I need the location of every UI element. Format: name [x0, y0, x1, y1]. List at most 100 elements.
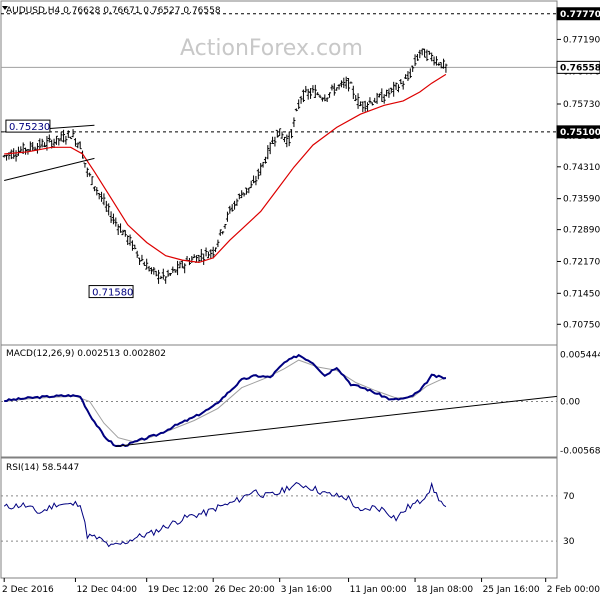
ohlc-bar	[31, 141, 35, 152]
macd-signal-line	[4, 359, 447, 443]
ohlc-bar	[43, 142, 47, 148]
rsi-panel-frame	[0, 457, 558, 579]
ohlc-bar	[109, 211, 113, 223]
ohlc-bar	[192, 254, 196, 259]
ohlc-bar	[349, 81, 353, 84]
ohlc-bar	[202, 253, 206, 265]
annotation-label-0: 0.75230	[9, 122, 50, 133]
ohlc-bar	[142, 261, 146, 266]
ohlc-bar	[73, 138, 77, 147]
ohlc-bar	[204, 247, 208, 257]
ohlc-bar	[62, 129, 66, 143]
ohlc-bar	[323, 94, 327, 102]
ohlc-bar	[5, 154, 9, 161]
ohlc-bar	[126, 235, 130, 246]
ohlc-bar	[442, 58, 446, 69]
ohlc-bar	[209, 249, 213, 259]
ohlc-bar	[247, 187, 251, 194]
ohlc-bar	[166, 269, 170, 277]
ohlc-bar	[342, 77, 346, 89]
ohlc-bar	[221, 231, 225, 235]
price-trendline-1	[4, 157, 95, 182]
ohlc-bar	[282, 136, 286, 143]
x-axis: 2 Dec 2016 12 Dec 04:00 19 Dec 12:00 26 Dec…	[2, 578, 600, 595]
macd-trendline	[115, 395, 558, 447]
ohlc-bar	[199, 248, 203, 262]
ohlc-bar	[313, 84, 317, 98]
ohlc-bar	[66, 130, 70, 139]
ohlc-bar	[437, 62, 441, 66]
x-tick-label-6: 18 Jan 08:00	[416, 585, 473, 595]
ohlc-bar	[157, 269, 161, 284]
ohlc-bar	[206, 251, 210, 259]
price-tick-label-0: 0.77190	[563, 35, 600, 45]
ohlc-bar	[318, 94, 322, 99]
ohlc-bar	[197, 254, 201, 263]
ohlc-bar	[259, 163, 263, 176]
ohlc-bar	[249, 180, 253, 188]
ohlc-bar	[145, 258, 149, 270]
ohlc-bar	[242, 192, 246, 197]
ohlc-bar	[415, 53, 419, 61]
level-tag-label-0: 0.77770	[560, 10, 600, 20]
ohlc-bar	[413, 54, 417, 67]
ohlc-bar	[161, 268, 165, 280]
ohlc-bar	[268, 142, 272, 155]
ohlc-bar	[133, 244, 137, 250]
ohlc-bar	[19, 146, 23, 153]
price-tick-label-4: 0.74310	[563, 163, 600, 173]
ohlc-bar	[135, 250, 139, 258]
ohlc-bar	[434, 56, 438, 66]
ohlc-bar	[76, 142, 80, 149]
ohlc-bar	[309, 88, 313, 99]
x-tick-label-0: 2 Dec 2016	[2, 585, 54, 595]
ohlc-bar	[71, 129, 75, 138]
ohlc-bar	[425, 49, 429, 62]
level-tag-box-1	[556, 60, 600, 74]
ohlc-bar	[154, 270, 158, 277]
ohlc-bar	[339, 80, 343, 88]
ohlc-bar	[244, 187, 248, 195]
x-tick-label-8: 2 Feb 00:00	[547, 585, 600, 595]
ohlc-bar	[280, 131, 284, 139]
macd-line	[4, 353, 447, 448]
ohlc-bar	[123, 229, 127, 237]
ohlc-bar	[325, 97, 329, 103]
ohlc-bar	[332, 83, 336, 96]
ohlc-bar	[216, 239, 220, 248]
price-tick-label-7: 0.72170	[563, 257, 600, 267]
level-tag-label-1: 0.76558	[560, 63, 600, 73]
ohlc-bar	[102, 193, 106, 206]
ohlc-bar	[173, 269, 177, 273]
ohlc-bar	[152, 267, 156, 275]
ohlc-bar	[114, 217, 118, 227]
ohlc-bar	[311, 85, 315, 93]
ohlc-bar	[168, 272, 172, 276]
x-tick-label-5: 11 Jan 00:00	[350, 585, 407, 595]
ohlc-bar	[427, 50, 431, 55]
ohlc-bar	[368, 97, 372, 104]
ohlc-bar	[275, 129, 279, 138]
macd-tick-label-0: 0.005444	[560, 351, 600, 361]
ohlc-bar	[38, 138, 42, 150]
level-tag-box-2	[556, 125, 600, 139]
macd-tick-label-2: -0.005689	[560, 447, 600, 457]
price-tick-label-6: 0.72890	[563, 226, 600, 236]
ohlc-bar	[344, 76, 348, 89]
level-tag-label-2: 0.75100	[560, 128, 600, 138]
ohlc-bar	[92, 186, 96, 192]
ohlc-bar	[128, 234, 132, 246]
collapse-triangle-icon[interactable]	[2, 6, 8, 10]
ohlc-bar	[404, 74, 408, 79]
price-bars	[2, 48, 448, 284]
ohlc-bar	[430, 52, 434, 62]
ohlc-bar	[366, 102, 370, 112]
macd-tick-label-1: 0.00	[560, 398, 580, 408]
ohlc-bar	[351, 85, 355, 100]
ohlc-bar	[328, 92, 332, 98]
ohlc-bar	[287, 131, 291, 147]
ohlc-bar	[159, 275, 163, 280]
ohlc-bar	[337, 84, 341, 90]
ohlc-bar	[214, 247, 218, 253]
